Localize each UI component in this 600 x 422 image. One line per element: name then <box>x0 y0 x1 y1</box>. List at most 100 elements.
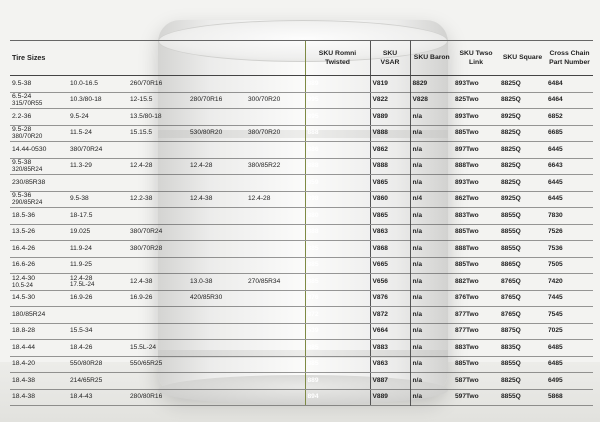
alt-size-cell: 214/65R25 <box>68 372 128 390</box>
sku-square-cell: 8765Q <box>499 306 546 324</box>
table-row: 18.4-20 550/80R28 550/65R25 885 V863 n/a 885Tw… <box>10 356 593 373</box>
alt-size-cell: 12.4-28 <box>188 158 246 175</box>
alt-size-cell <box>68 306 128 324</box>
tire-chain-sku-table: Tire Sizes SKU Romni Twisted SKU VSAR SK… <box>10 40 593 406</box>
secondary-size: 17.5L-24 <box>70 281 95 289</box>
cross-chain-part-cell: 6484 <box>546 75 593 93</box>
table-row: 180/85R24 872 V872 n/a 877Two 8765Q 7545 <box>10 306 593 324</box>
sku-square-cell: 8825Q <box>499 125 546 142</box>
sku-romni-cell: 859 <box>304 174 370 192</box>
alt-size-cell <box>246 323 305 340</box>
sku-romni-cell: 885 <box>304 356 370 373</box>
alt-size-cell <box>246 174 305 192</box>
secondary-size: 315/70R55 <box>12 100 43 108</box>
sku-baron-cell: n/a <box>410 108 453 126</box>
sku-vsar-cell: V887 <box>369 372 411 390</box>
alt-size-cell <box>128 306 188 324</box>
table-row: 18.4-44 18.4-26 15.5L-24 885 V883 n/a 883Two 88… <box>10 339 593 357</box>
sku-vsar-cell: V863 <box>369 224 411 241</box>
sku-square-cell: 8825Q <box>499 158 546 175</box>
tire-size-cell: 18.5-36 <box>10 207 68 225</box>
cross-chain-part-cell: 6485 <box>546 339 593 357</box>
sku-romni-cell: 888 <box>304 158 370 175</box>
cross-chain-part-cell: 7420 <box>546 273 593 291</box>
sku-romni-cell: 889 <box>304 75 370 93</box>
sku-twso-link-cell: 877Two <box>453 306 499 324</box>
alt-size-cell <box>188 323 246 340</box>
cross-chain-part-cell: 7526 <box>546 224 593 241</box>
tire-size-cell: 9.5-36 290/85R24 <box>10 191 68 208</box>
sku-vsar-cell: V889 <box>369 389 411 406</box>
sku-twso-link-cell: 825Two <box>453 92 499 109</box>
sku-square-cell: 8875Q <box>499 323 546 340</box>
cross-chain-part-cell: 6445 <box>546 191 593 208</box>
cross-chain-part-cell: 6852 <box>546 108 593 126</box>
sku-baron-cell: n/a <box>410 372 453 390</box>
alt-size-cell: 530/80R20 <box>188 125 246 142</box>
tire-size-cell: 9.5-28 380/70R20 <box>10 125 68 142</box>
sku-twso-link-cell: 897Two <box>453 141 499 159</box>
alt-size-cell: 270/85R34 <box>246 273 305 291</box>
alt-size-cell <box>128 207 188 225</box>
sku-vsar-cell: V865 <box>369 207 411 225</box>
sku-square-cell: 8925Q <box>499 108 546 126</box>
alt-size-cell <box>188 257 246 274</box>
sku-baron-cell: n/a <box>410 207 453 225</box>
alt-size-cell: 9.5-38 <box>68 191 128 208</box>
alt-size-cell <box>246 306 305 324</box>
table-body: 9.5-38 10.0-16.5 260/70R16 889 V819 8829 893Tw… <box>10 75 593 406</box>
cross-chain-part-cell: 6485 <box>546 356 593 373</box>
alt-size-cell <box>246 75 305 93</box>
cross-chain-part-cell: 7025 <box>546 323 593 340</box>
alt-size-cell: 12.4-38 <box>128 273 188 291</box>
alt-size-cell: 10.3/80-18 <box>68 92 128 109</box>
sku-vsar-cell: V888 <box>369 158 411 175</box>
sku-romni-cell: 885 <box>304 339 370 357</box>
alt-size-cell <box>188 240 246 258</box>
alt-size-cell: 420/85R30 <box>188 290 246 307</box>
sku-vsar-cell: V822 <box>369 92 411 109</box>
sku-twso-link-cell: 893Two <box>453 75 499 93</box>
sku-twso-link-cell: 877Two <box>453 323 499 340</box>
tire-size-cell: 16.4-26 <box>10 240 68 258</box>
sku-baron-cell: n/a <box>410 125 453 142</box>
sku-square-cell: 8825Q <box>499 372 546 390</box>
header-sku-vsar: SKU VSAR <box>369 40 411 76</box>
alt-size-cell: 550/65R25 <box>128 356 188 373</box>
sku-vsar-cell: V665 <box>369 257 411 274</box>
header-blank <box>128 40 188 76</box>
alt-size-cell <box>188 356 246 373</box>
table-row: 9.5-28 380/70R20 11.5-24 15.15.5 530/80R20 38… <box>10 125 593 142</box>
alt-size-cell <box>246 224 305 241</box>
sku-vsar-cell: V868 <box>369 240 411 258</box>
sku-baron-cell: n/a <box>410 240 453 258</box>
header-sku-twso-link: SKU Twso Link <box>453 40 499 76</box>
tire-size-cell: 18.4-38 <box>10 372 68 390</box>
table-row: 18.5-36 18-17.5 880 V865 n/a 883Two 8855Q 7830 <box>10 207 593 225</box>
tire-size-cell: 9.5-38 320/85R24 <box>10 158 68 175</box>
sku-baron-cell: n/a <box>410 306 453 324</box>
table-row: 2.2-36 9.5-24 13.5/80-18 895 V889 n/a 893Two 89… <box>10 108 593 126</box>
table-row: 18.4-38 214/65R25 889 V887 n/a 587Two 8825Q 649… <box>10 372 593 390</box>
sku-square-cell: 8855Q <box>499 240 546 258</box>
alt-size-cell: 11.9-25 <box>68 257 128 274</box>
alt-size-cell: 10.0-16.5 <box>68 75 128 93</box>
cross-chain-part-cell: 5868 <box>546 389 593 406</box>
alt-size-cell: 380/85R22 <box>246 158 305 175</box>
sku-square-cell: 8825Q <box>499 174 546 192</box>
sku-romni-cell: 888 <box>304 224 370 241</box>
sku-vsar-cell: V664 <box>369 323 411 340</box>
sku-romni-cell: 898 <box>304 191 370 208</box>
sku-romni-cell: 872 <box>304 306 370 324</box>
alt-size-cell <box>188 224 246 241</box>
alt-size-cell <box>246 372 305 390</box>
sku-square-cell: 8925Q <box>499 191 546 208</box>
sku-romni-cell: 885 <box>304 240 370 258</box>
alt-size-cell: 280/80R16 <box>128 389 188 406</box>
tire-size-cell: 2.2-36 <box>10 108 68 126</box>
sku-baron-cell: n/a <box>410 339 453 357</box>
tire-size-cell: 14.5-30 <box>10 290 68 307</box>
header-tire-sizes: Tire Sizes <box>10 40 68 76</box>
sku-baron-cell: 8829 <box>410 75 453 93</box>
alt-size-cell <box>188 207 246 225</box>
